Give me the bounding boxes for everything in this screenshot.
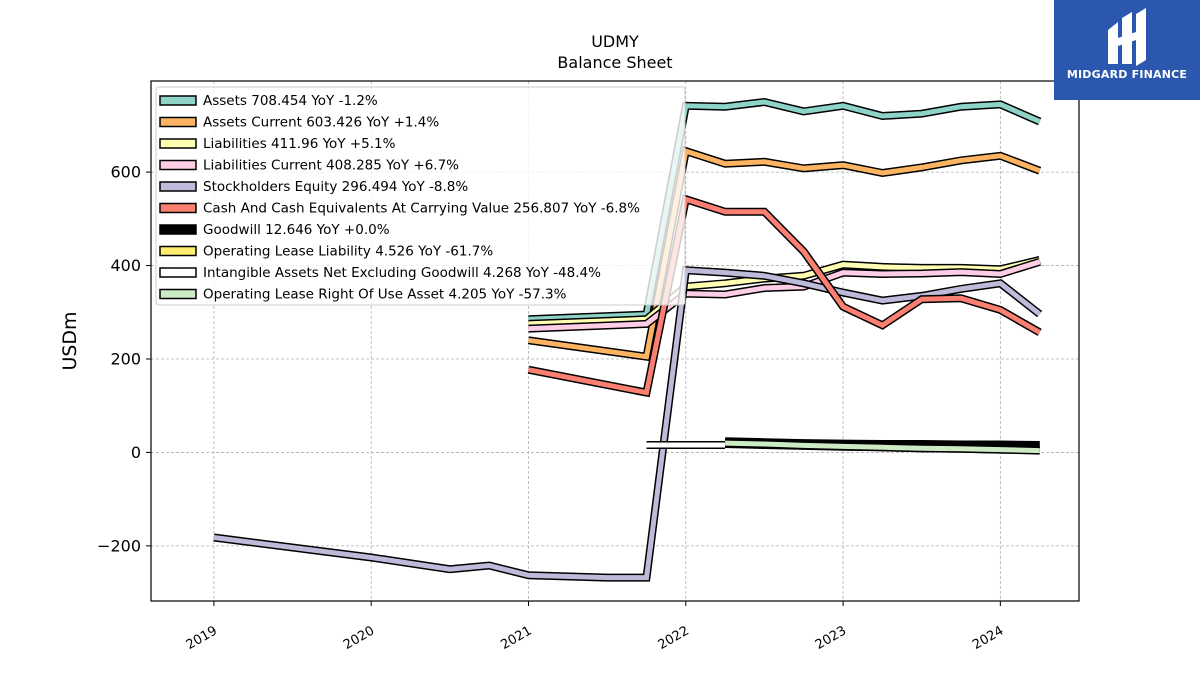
y-tick-label: −200 (97, 536, 141, 555)
legend-swatch (159, 224, 197, 235)
series-line-4 (213, 265, 1043, 582)
legend-swatch (159, 138, 197, 149)
chart-title: UDMY (591, 32, 639, 51)
legend-swatch (159, 245, 197, 257)
y-tick-label: 600 (110, 163, 141, 182)
legend-swatch (159, 202, 197, 214)
y-tick-label: 0 (131, 443, 141, 462)
series-line-9 (725, 439, 1040, 455)
legend-entry-label: Cash And Cash Equivalents At Carrying Va… (203, 201, 640, 217)
legend-entry-label: Intangible Assets Net Excluding Goodwill… (203, 265, 601, 281)
legend-entry-label: Stockholders Equity 296.494 YoY -8.8% (203, 179, 468, 195)
logo-text: MIDGARD FINANCE (1066, 68, 1188, 81)
x-tick-label: 2022 (656, 623, 692, 653)
y-tick-label: 400 (110, 256, 141, 275)
legend-entry-label: Assets Current 603.426 YoY +1.4% (203, 115, 439, 131)
y-axis-label: USDm (59, 311, 81, 370)
y-tick-label: 200 (110, 349, 141, 368)
legend-swatch (159, 95, 197, 106)
legend-swatch (159, 181, 197, 192)
legend: Assets 708.454 YoY -1.2% Assets Current 6… (155, 86, 686, 306)
x-tick-label: 2021 (498, 623, 534, 653)
x-tick-label: 2019 (184, 623, 220, 653)
x-axis-ticks: 2019 2020 2021 2022 2023 2024 (184, 601, 1006, 653)
midgard-finance-logo: MIDGARD FINANCE (1054, 0, 1200, 100)
legend-swatch (159, 116, 197, 128)
x-tick-label: 2024 (970, 623, 1006, 653)
legend-box (155, 86, 686, 306)
legend-entry-label: Liabilities 411.96 YoY +5.1% (203, 136, 396, 152)
legend-entry-label: Goodwill 12.646 YoY +0.0% (203, 222, 390, 238)
y-axis-ticks: −200 0 200 400 600 (97, 163, 151, 555)
legend-swatch (159, 267, 197, 278)
x-tick-label: 2023 (813, 623, 849, 653)
legend-entry-label: Assets 708.454 YoY -1.2% (203, 93, 378, 109)
plot-frame (150, 80, 1080, 602)
legend-swatch (159, 159, 197, 171)
x-tick-label: 2020 (341, 623, 377, 653)
chart-subtitle: Balance Sheet (557, 53, 672, 72)
legend-entry-label: Operating Lease Right Of Use Asset 4.205… (203, 287, 567, 303)
legend-swatch (159, 288, 197, 300)
midgard-logo-mark-icon (1108, 8, 1146, 66)
legend-entry-label: Liabilities Current 408.285 YoY +6.7% (203, 158, 459, 174)
legend-entry-label: Operating Lease Liability 4.526 YoY -61.… (203, 244, 493, 260)
